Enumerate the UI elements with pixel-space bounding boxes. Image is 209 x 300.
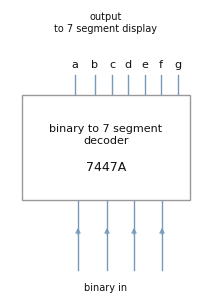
Text: b: b bbox=[92, 60, 98, 70]
Bar bbox=[22, 95, 190, 200]
Text: 7447A: 7447A bbox=[86, 161, 126, 174]
Text: e: e bbox=[141, 60, 148, 70]
Text: to 7 segment display: to 7 segment display bbox=[55, 24, 158, 34]
Text: decoder: decoder bbox=[83, 136, 129, 146]
Text: c: c bbox=[109, 60, 115, 70]
Text: f: f bbox=[159, 60, 163, 70]
Text: binary to 7 segment: binary to 7 segment bbox=[50, 124, 163, 134]
Text: g: g bbox=[175, 60, 182, 70]
Text: binary in: binary in bbox=[84, 283, 127, 293]
Text: output: output bbox=[90, 12, 122, 22]
Text: a: a bbox=[71, 60, 78, 70]
Text: d: d bbox=[124, 60, 131, 70]
